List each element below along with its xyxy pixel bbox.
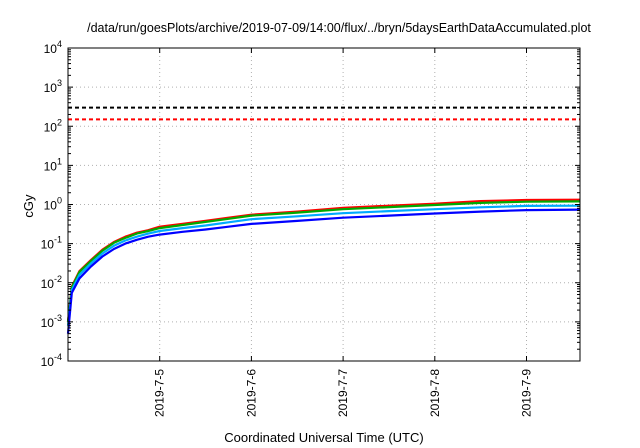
reference-lines [68,106,580,121]
x-tick-label: 2019-7-8 [428,369,442,417]
x-axis-label: Coordinated Universal Time (UTC) [224,430,423,445]
y-tick-label: 100 [44,196,62,213]
series-line [66,208,581,334]
y-tick-label: 10-3 [41,313,62,330]
series-line [66,204,581,326]
x-axis-ticks: 2019-7-5 2019-7-6 2019-7-7 2019-7-8 2019-7-9 [153,48,534,417]
y-axis-label: cGy [21,194,36,218]
series-lines [66,198,581,334]
y-tick-label: 10-1 [41,235,62,252]
series-line [66,200,581,323]
x-tick-label: 2019-7-9 [520,369,534,417]
y-tick-label: 10-4 [41,352,62,369]
y-tick-label: 102 [44,117,62,134]
y-tick-label: 10-2 [41,274,62,291]
chart-title: /data/run/goesPlots/archive/2019-07-09/1… [87,21,591,35]
x-tick-label: 2019-7-5 [153,369,167,417]
x-tick-label: 2019-7-7 [336,369,350,417]
y-tick-label: 101 [44,156,62,173]
y-axis-ticks: 10-4 10-3 10-2 10-1 100 101 102 103 104 [41,39,580,369]
grid-lines [68,48,580,361]
x-tick-label: 2019-7-6 [244,369,258,417]
y-tick-label: 104 [44,39,62,56]
y-tick-label: 103 [44,78,62,95]
